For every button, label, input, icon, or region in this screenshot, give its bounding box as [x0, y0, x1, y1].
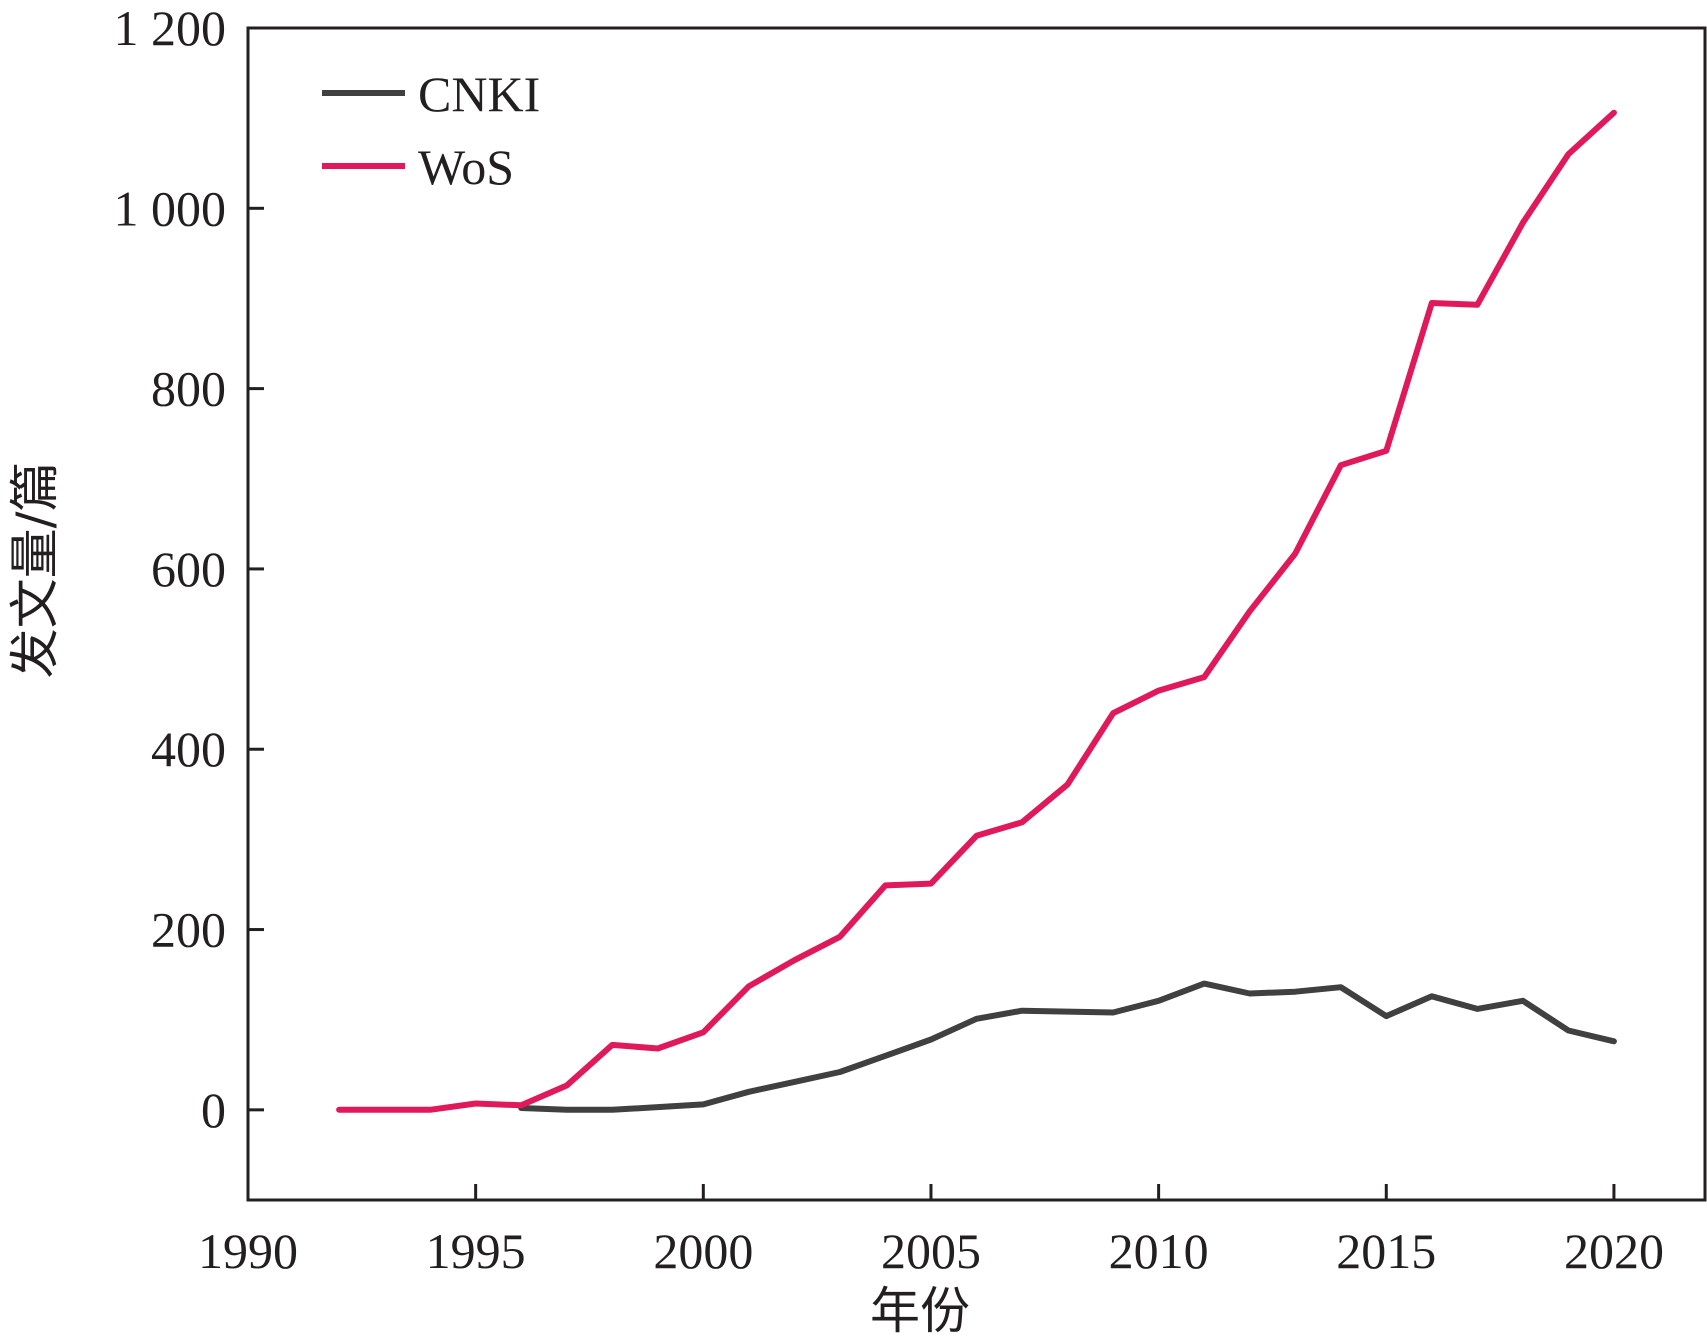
y-axis-title: 发文量/篇	[6, 462, 64, 679]
x-tick-label: 1990	[198, 1223, 298, 1279]
x-tick-label: 2015	[1336, 1223, 1436, 1279]
x-tick-label: 2000	[653, 1223, 753, 1279]
x-tick-label: 2020	[1564, 1223, 1664, 1279]
x-tick-label: 2005	[881, 1223, 981, 1279]
y-axis: 0 200 400 600 800 1 000 1 200	[114, 0, 264, 1138]
series-line-cnki	[518, 980, 1617, 1113]
legend: CNKI WoS	[322, 66, 540, 195]
legend-label-cnki: CNKI	[418, 66, 540, 122]
x-axis: 1990 1995 2000 2005 2010 2015 2020	[198, 1184, 1664, 1279]
series-line-wos	[336, 109, 1617, 1113]
y-tick-label: 600	[151, 541, 226, 597]
y-tick-label: 800	[151, 361, 226, 417]
y-tick-label: 1 200	[114, 0, 227, 56]
x-axis-title: 年份	[870, 1282, 970, 1340]
legend-label-wos: WoS	[418, 139, 514, 195]
series-layer	[336, 109, 1617, 1113]
y-tick-label: 400	[151, 721, 226, 777]
y-tick-label: 200	[151, 902, 226, 958]
y-tick-label: 1 000	[114, 180, 227, 236]
y-tick-label: 0	[201, 1082, 226, 1138]
x-tick-label: 2010	[1109, 1223, 1209, 1279]
x-tick-label: 1995	[426, 1223, 526, 1279]
plot-area-frame	[246, 26, 1707, 1202]
